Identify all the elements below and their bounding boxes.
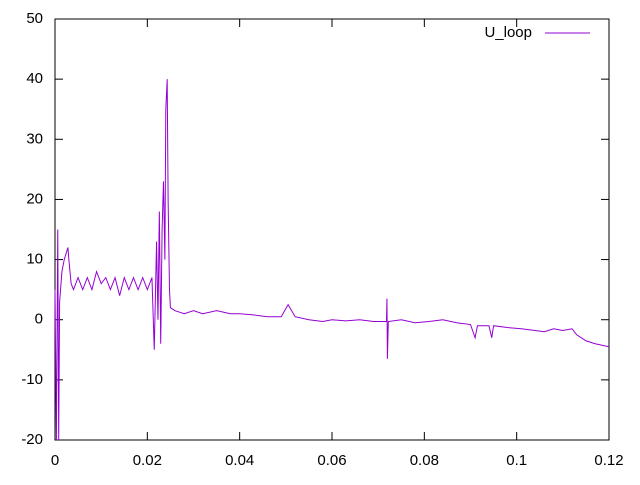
y-tick-label: 10 [26, 251, 43, 268]
x-tick-label: 0.1 [506, 452, 527, 469]
data-line [54, 79, 610, 441]
y-tick-label: 20 [26, 190, 43, 207]
x-tick-label: 0.06 [317, 452, 346, 469]
y-tick-label: 30 [26, 130, 43, 147]
y-tick-label: 0 [35, 311, 43, 328]
y-tick-label: -10 [21, 371, 43, 388]
y-tick-label: 50 [26, 10, 43, 27]
y-tick-label: 40 [26, 70, 43, 87]
legend-label: U_loop [484, 24, 532, 41]
x-tick-label: 0.04 [225, 452, 254, 469]
x-tick-label: 0.08 [410, 452, 439, 469]
x-tick-label: 0 [51, 452, 59, 469]
y-tick-label: -20 [21, 431, 43, 448]
x-tick-label: 0.12 [594, 452, 623, 469]
x-tick-label: 0.02 [133, 452, 162, 469]
plot-frame [54, 18, 610, 441]
